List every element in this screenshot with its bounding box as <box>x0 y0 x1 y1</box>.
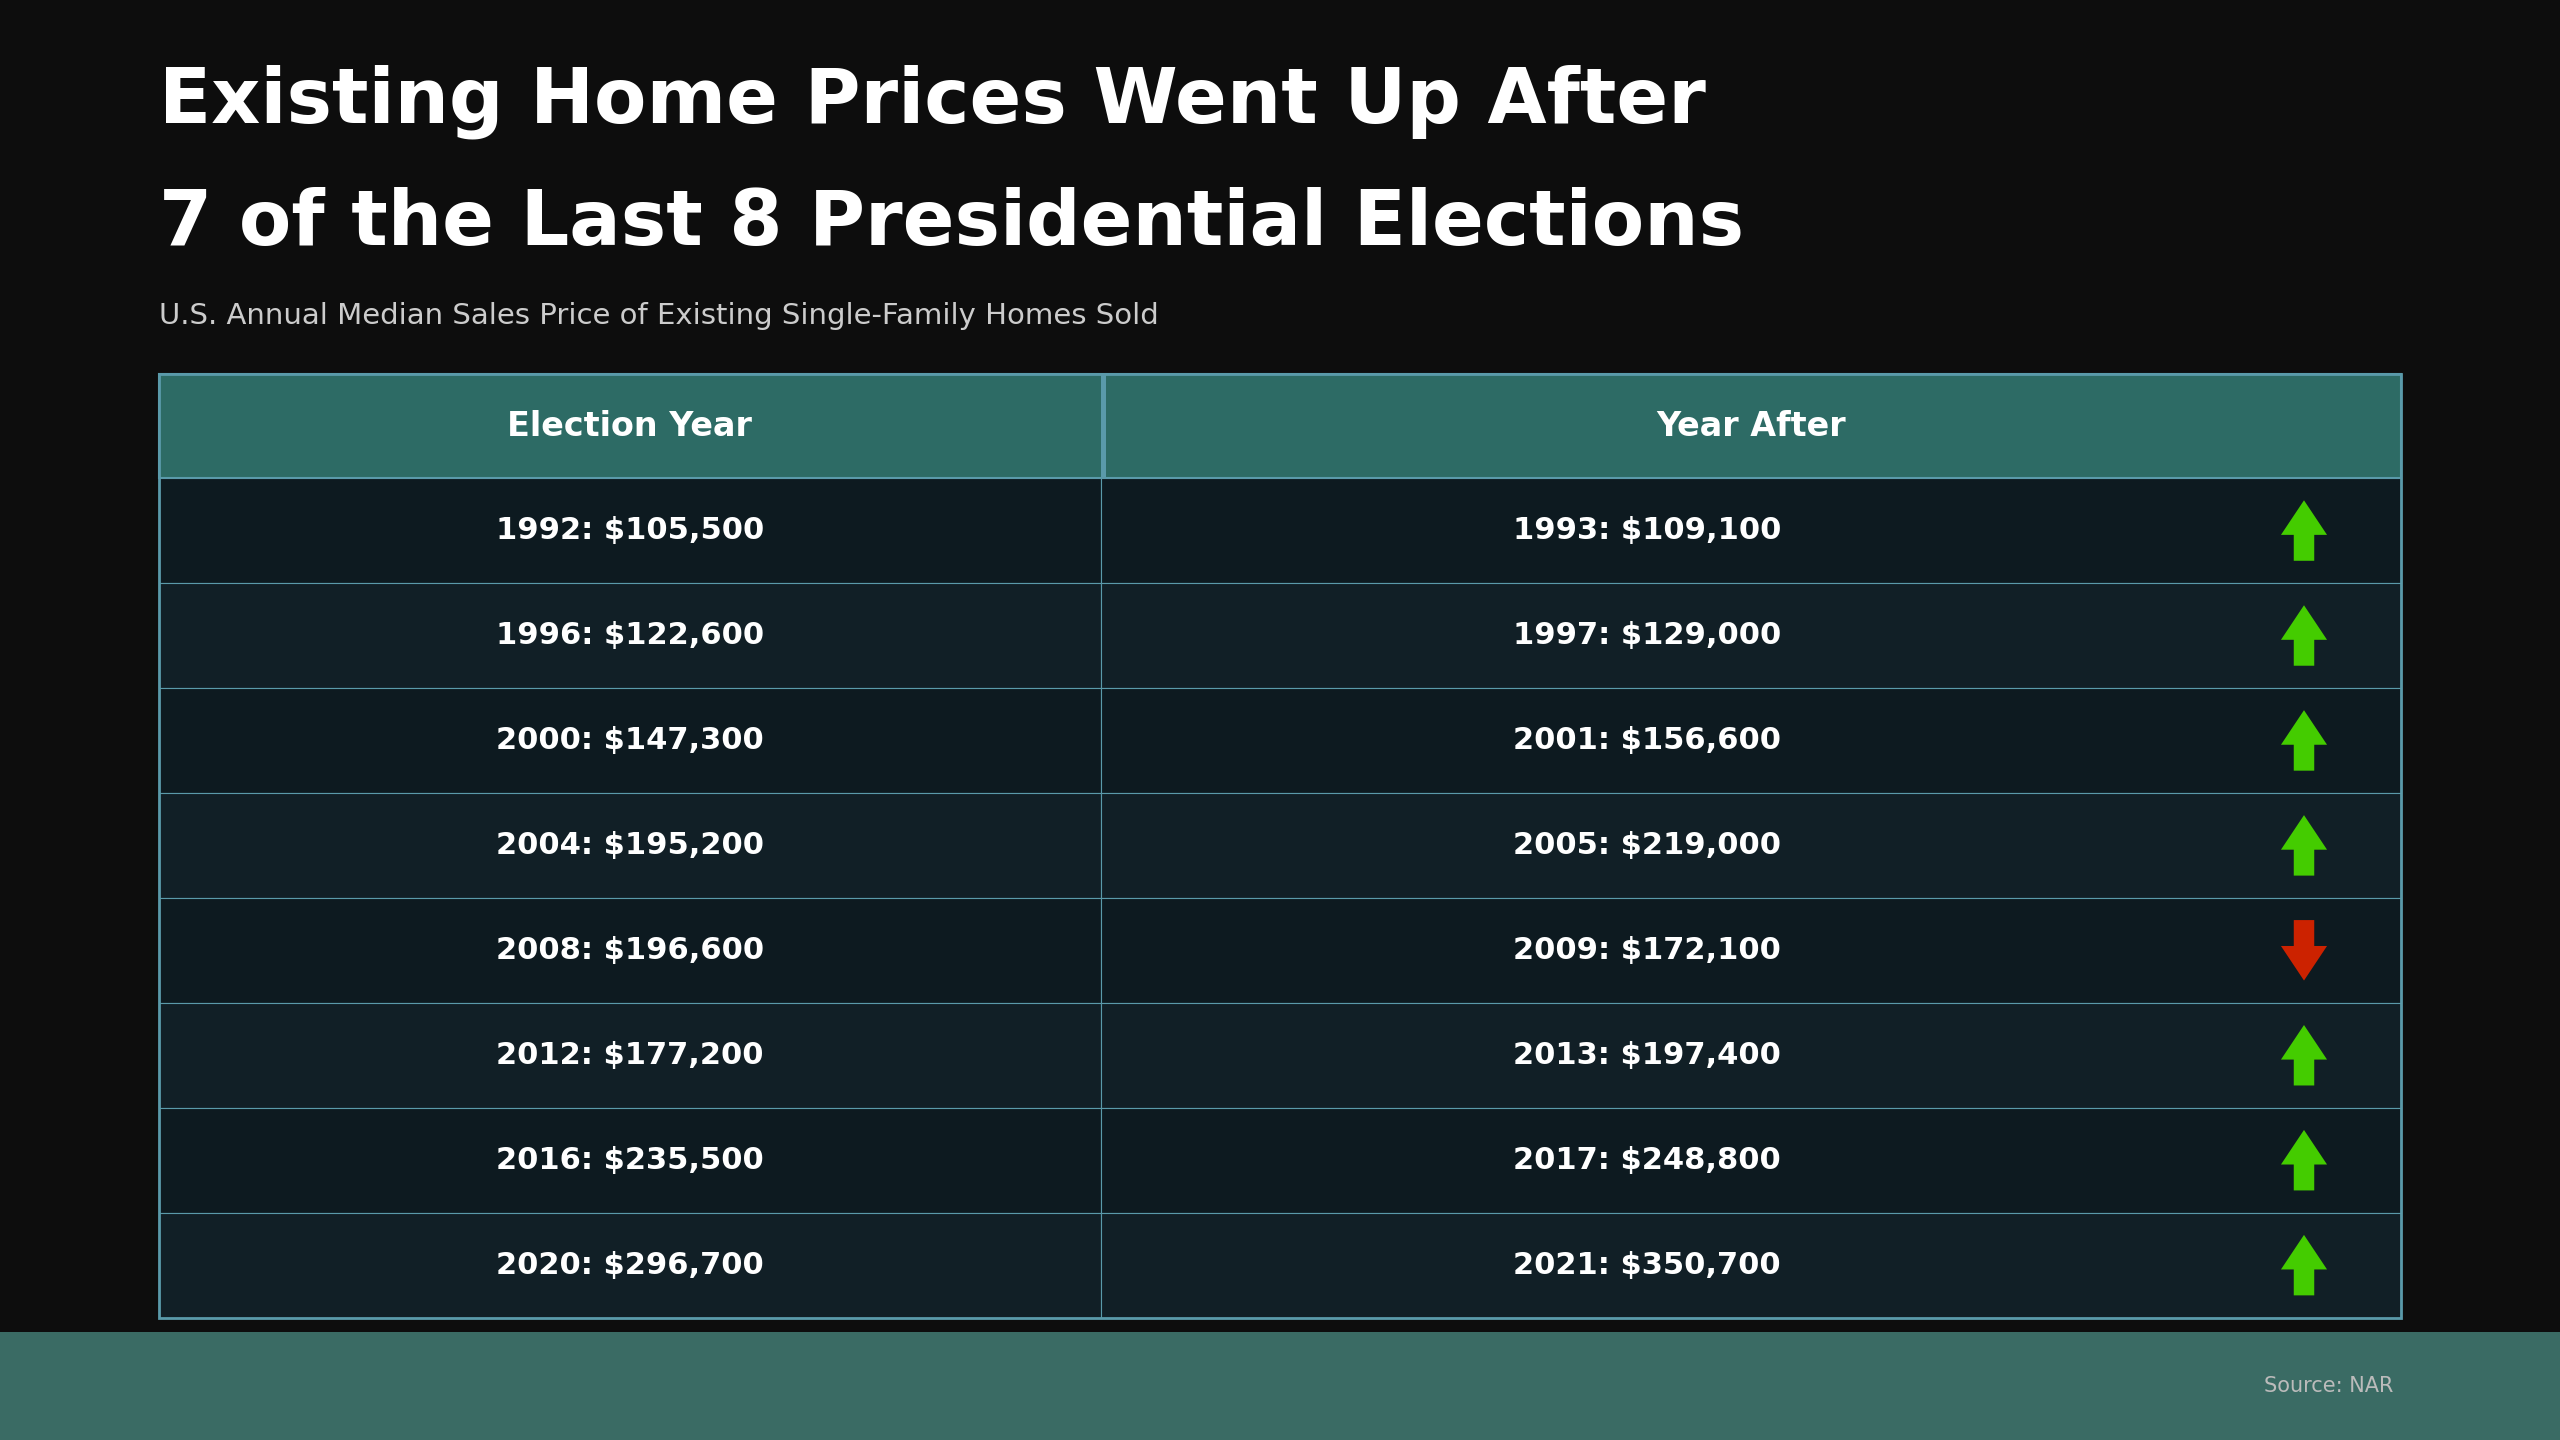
Polygon shape <box>2281 605 2327 665</box>
Text: Source: NAR: Source: NAR <box>2263 1377 2394 1395</box>
Text: 2005: $219,000: 2005: $219,000 <box>1513 831 1782 860</box>
Bar <box>159 793 1101 899</box>
Text: 2008: $196,600: 2008: $196,600 <box>497 936 763 965</box>
Bar <box>1101 1107 2401 1212</box>
Polygon shape <box>2281 815 2327 876</box>
Text: 2001: $156,600: 2001: $156,600 <box>1513 726 1782 755</box>
Bar <box>1101 688 2401 793</box>
Bar <box>1101 1212 2401 1318</box>
Bar <box>1101 1002 2401 1107</box>
Text: 2013: $197,400: 2013: $197,400 <box>1513 1041 1782 1070</box>
Bar <box>159 583 1101 688</box>
Polygon shape <box>2281 1236 2327 1296</box>
Bar <box>159 1002 1101 1107</box>
Text: 2016: $235,500: 2016: $235,500 <box>497 1146 763 1175</box>
Text: 1996: $122,600: 1996: $122,600 <box>497 621 763 649</box>
Bar <box>1101 793 2401 899</box>
Bar <box>159 1107 1101 1212</box>
Text: Year After: Year After <box>1656 410 1846 442</box>
Text: 2004: $195,200: 2004: $195,200 <box>497 831 763 860</box>
Text: 2020: $296,700: 2020: $296,700 <box>497 1250 763 1280</box>
Bar <box>1101 374 1106 478</box>
Text: 2009: $172,100: 2009: $172,100 <box>1513 936 1782 965</box>
Bar <box>159 899 1101 1002</box>
Text: 2012: $177,200: 2012: $177,200 <box>497 1041 763 1070</box>
Polygon shape <box>2281 710 2327 770</box>
Bar <box>159 1212 1101 1318</box>
Text: 2021: $350,700: 2021: $350,700 <box>1513 1250 1782 1280</box>
Bar <box>1101 478 2401 583</box>
Bar <box>159 374 2401 1318</box>
Bar <box>159 688 1101 793</box>
Text: 1997: $129,000: 1997: $129,000 <box>1513 621 1782 649</box>
Bar <box>159 374 2401 478</box>
Bar <box>159 478 1101 583</box>
Polygon shape <box>2281 500 2327 560</box>
Text: 2017: $248,800: 2017: $248,800 <box>1513 1146 1782 1175</box>
Text: Election Year: Election Year <box>507 410 753 442</box>
Bar <box>1101 899 2401 1002</box>
Bar <box>0 1332 2560 1440</box>
Polygon shape <box>2281 920 2327 981</box>
Text: 7 of the Last 8 Presidential Elections: 7 of the Last 8 Presidential Elections <box>159 187 1743 261</box>
Text: Existing Home Prices Went Up After: Existing Home Prices Went Up After <box>159 65 1705 140</box>
Polygon shape <box>2281 1130 2327 1191</box>
Text: 1992: $105,500: 1992: $105,500 <box>497 516 763 546</box>
Text: 2000: $147,300: 2000: $147,300 <box>497 726 763 755</box>
Bar <box>1101 583 2401 688</box>
Polygon shape <box>2281 1025 2327 1086</box>
Text: 1993: $109,100: 1993: $109,100 <box>1513 516 1782 546</box>
Text: U.S. Annual Median Sales Price of Existing Single-Family Homes Sold: U.S. Annual Median Sales Price of Existi… <box>159 302 1160 330</box>
